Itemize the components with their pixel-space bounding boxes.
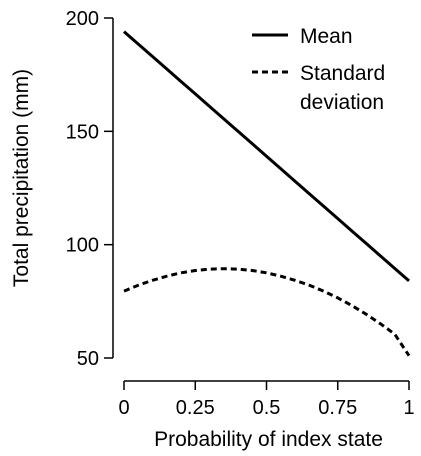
- series-line-standard-deviation: [123, 267, 411, 357]
- x-axis-title: Probability of index state: [154, 428, 383, 451]
- series-line-mean: [123, 30, 410, 283]
- y-tick-label: 100: [66, 235, 99, 257]
- x-tick-label: 0.5: [253, 397, 281, 419]
- x-ticks: 0 0.25 0.5 0.75 1: [118, 381, 415, 419]
- legend-sd-label-line2: deviation: [300, 91, 384, 114]
- x-tick-label: 1: [403, 397, 414, 419]
- legend-mean-label: Mean: [300, 25, 353, 48]
- x-tick-label: 0.25: [176, 397, 215, 419]
- x-tick-label: 0.75: [318, 397, 357, 419]
- legend: Mean Standard deviation: [252, 25, 385, 114]
- y-axis-title: Total precipitation (mm): [10, 69, 33, 287]
- legend-sd-label-line1: Standard: [300, 62, 385, 85]
- y-tick-label: 150: [66, 121, 99, 143]
- y-tick-label: 50: [77, 348, 99, 370]
- y-ticks: 50 100 150 200: [66, 8, 113, 370]
- y-tick-label: 200: [66, 8, 99, 30]
- x-tick-label: 0: [118, 397, 129, 419]
- series-lines: [123, 30, 411, 357]
